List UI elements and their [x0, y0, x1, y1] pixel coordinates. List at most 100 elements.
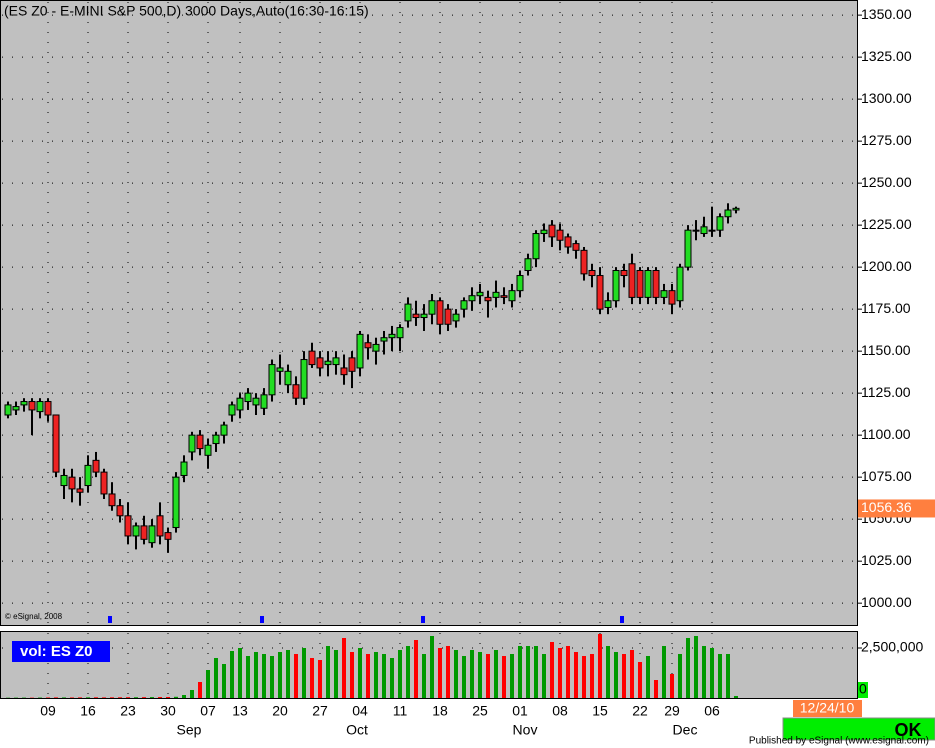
volume-bar: [582, 656, 586, 698]
candle-body: [540, 229, 548, 235]
volume-bar: [182, 695, 186, 698]
last-volume-box: [858, 682, 868, 698]
volume-bar: [670, 674, 674, 698]
volume-bar: [326, 646, 330, 698]
candle-body: [284, 370, 292, 386]
volume-bar: [574, 652, 578, 698]
volume-bar: [150, 697, 154, 698]
volume-bar: [702, 646, 706, 698]
candle-body: [28, 401, 36, 411]
x-tick-label: 20: [272, 703, 288, 719]
candle-body: [684, 229, 692, 268]
volume-bar: [654, 680, 658, 698]
volume-bar: [262, 654, 266, 698]
volume-bar: [270, 656, 274, 698]
volume-bar: [614, 652, 618, 698]
volume-bar: [526, 646, 530, 698]
candle-body: [324, 360, 332, 366]
volume-bar: [606, 646, 610, 698]
volume-bar: [622, 654, 626, 698]
candle-body: [548, 224, 556, 238]
candle-body: [300, 359, 308, 399]
volume-bar: [494, 650, 498, 698]
x-month-label: Nov: [513, 722, 538, 738]
candle-body: [612, 269, 620, 302]
candle-body: [660, 290, 668, 298]
volume-panel: [0, 631, 858, 699]
candle-body: [468, 295, 476, 302]
volume-bar: [214, 658, 218, 698]
event-marker: [421, 616, 425, 623]
volume-bar: [694, 636, 698, 698]
publisher: Published by eSignal (www.esignal.com): [749, 736, 929, 747]
last-volume-label: 0: [859, 681, 867, 697]
x-tick-label: 18: [432, 703, 448, 719]
volume-bar: [422, 654, 426, 698]
candle-body: [524, 258, 532, 271]
candle-body: [276, 367, 284, 372]
date-text: 12/24/10: [800, 700, 855, 716]
status-text: OK: [895, 720, 922, 740]
candle-body: [220, 424, 228, 436]
volume-bar: [638, 662, 642, 698]
candle-body: [620, 269, 628, 277]
volume-bar: [246, 656, 250, 698]
y-tick-label: 1325.00: [861, 48, 912, 64]
date-box: [793, 700, 862, 717]
volume-bar: [502, 656, 506, 698]
copyright: © eSignal, 2008: [5, 612, 63, 621]
event-marker: [620, 616, 624, 623]
volume-bar: [206, 670, 210, 698]
volume-bar: [86, 697, 90, 698]
x-tick-label: 15: [592, 703, 608, 719]
candle-body: [172, 476, 180, 529]
volume-bar: [662, 646, 666, 698]
candle-body: [652, 269, 660, 298]
volume-bar: [406, 646, 410, 698]
volume-bar: [470, 650, 474, 698]
candle-body: [60, 474, 68, 487]
volume-label-box: [12, 641, 110, 662]
x-tick-label: 07: [200, 703, 216, 719]
volume-bar: [518, 646, 522, 698]
candle-body: [252, 397, 260, 406]
x-tick-label: 25: [472, 703, 488, 719]
candle-body: [116, 505, 124, 517]
candle-body: [572, 243, 580, 251]
x-tick-label: 27: [312, 703, 328, 719]
candle-body: [388, 333, 396, 339]
volume-bar: [70, 697, 74, 698]
volume-bar: [438, 648, 442, 698]
x-tick-label: 30: [160, 703, 176, 719]
volume-bar: [630, 650, 634, 698]
x-tick-label: 09: [40, 703, 56, 719]
candle-body: [396, 327, 404, 339]
candle-body: [460, 300, 468, 310]
x-tick-label: 23: [120, 703, 136, 719]
candle-body: [412, 313, 420, 319]
candle-body: [636, 269, 644, 298]
x-tick-label: 13: [232, 703, 248, 719]
x-tick-label: 01: [512, 703, 528, 719]
volume-bar: [430, 636, 434, 698]
candle-body: [332, 357, 340, 366]
candle-body: [532, 233, 540, 260]
x-month-label: Dec: [673, 722, 698, 738]
volume-bar: [382, 654, 386, 698]
status-bar: [782, 717, 935, 741]
volume-bar: [374, 652, 378, 698]
volume-bar: [542, 654, 546, 698]
candle-body: [292, 384, 300, 399]
candle-body: [188, 434, 196, 453]
x-tick-label: 08: [552, 703, 568, 719]
candle-body: [356, 333, 364, 369]
x-month-label: Oct: [346, 722, 368, 738]
volume-bar: [510, 654, 514, 698]
x-tick-label: 16: [80, 703, 96, 719]
x-tick-label: 04: [352, 703, 368, 719]
candle-body: [148, 525, 156, 544]
candle-body: [348, 357, 356, 372]
y-tick-label: 1175.00: [861, 300, 911, 316]
volume-bar: [534, 646, 538, 698]
